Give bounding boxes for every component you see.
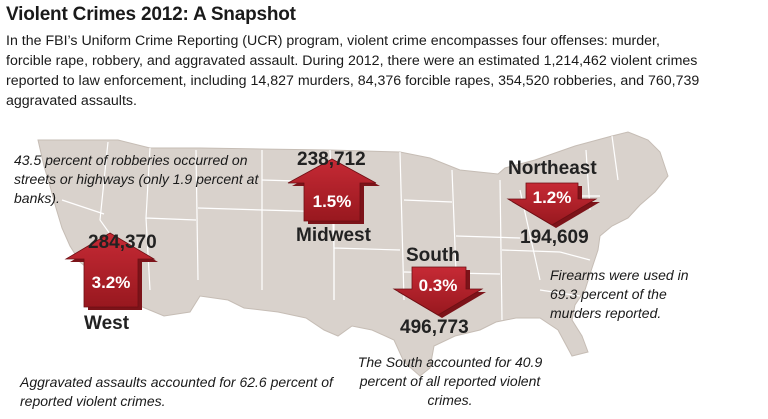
midwest-arrow bbox=[287, 158, 380, 224]
midwest-count: 238,712 bbox=[297, 149, 366, 170]
page-title: Violent Crimes 2012: A Snapshot bbox=[6, 4, 296, 25]
south-note: The South accounted for 40.9 percent of … bbox=[357, 354, 543, 408]
west-arrow bbox=[64, 232, 158, 310]
northeast-arrow bbox=[506, 182, 600, 228]
west-percent: 3.2% bbox=[91, 273, 131, 292]
south-arrow bbox=[392, 266, 486, 318]
west-count: 284,370 bbox=[88, 232, 157, 253]
south-percent: 0.3% bbox=[418, 276, 458, 295]
firearms-note: Firearms were used in 69.3 percent of th… bbox=[550, 267, 689, 321]
northeast-percent: 1.2% bbox=[532, 188, 572, 207]
northeast-count: 194,609 bbox=[520, 227, 589, 248]
intro-paragraph: In the FBI’s Uniform Crime Reporting (UC… bbox=[6, 33, 700, 109]
assaults-note: Aggravated assaults accounted for 62.6 p… bbox=[20, 374, 333, 409]
robberies-note: 43.5 percent of robberies occurred on st… bbox=[14, 152, 259, 206]
northeast-label: Northeast bbox=[508, 158, 597, 179]
midwest-percent: 1.5% bbox=[312, 192, 352, 211]
south-count: 496,773 bbox=[400, 317, 469, 338]
west-label: West bbox=[84, 313, 130, 334]
south-label: South bbox=[406, 245, 460, 266]
midwest-label: Midwest bbox=[296, 225, 371, 246]
us-outline bbox=[37, 131, 669, 377]
